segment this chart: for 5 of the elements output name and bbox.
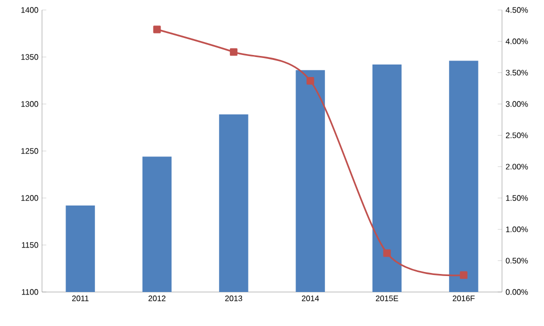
point — [383, 249, 391, 257]
point — [306, 77, 314, 85]
point — [230, 48, 238, 56]
point — [153, 26, 161, 34]
point — [460, 271, 468, 279]
